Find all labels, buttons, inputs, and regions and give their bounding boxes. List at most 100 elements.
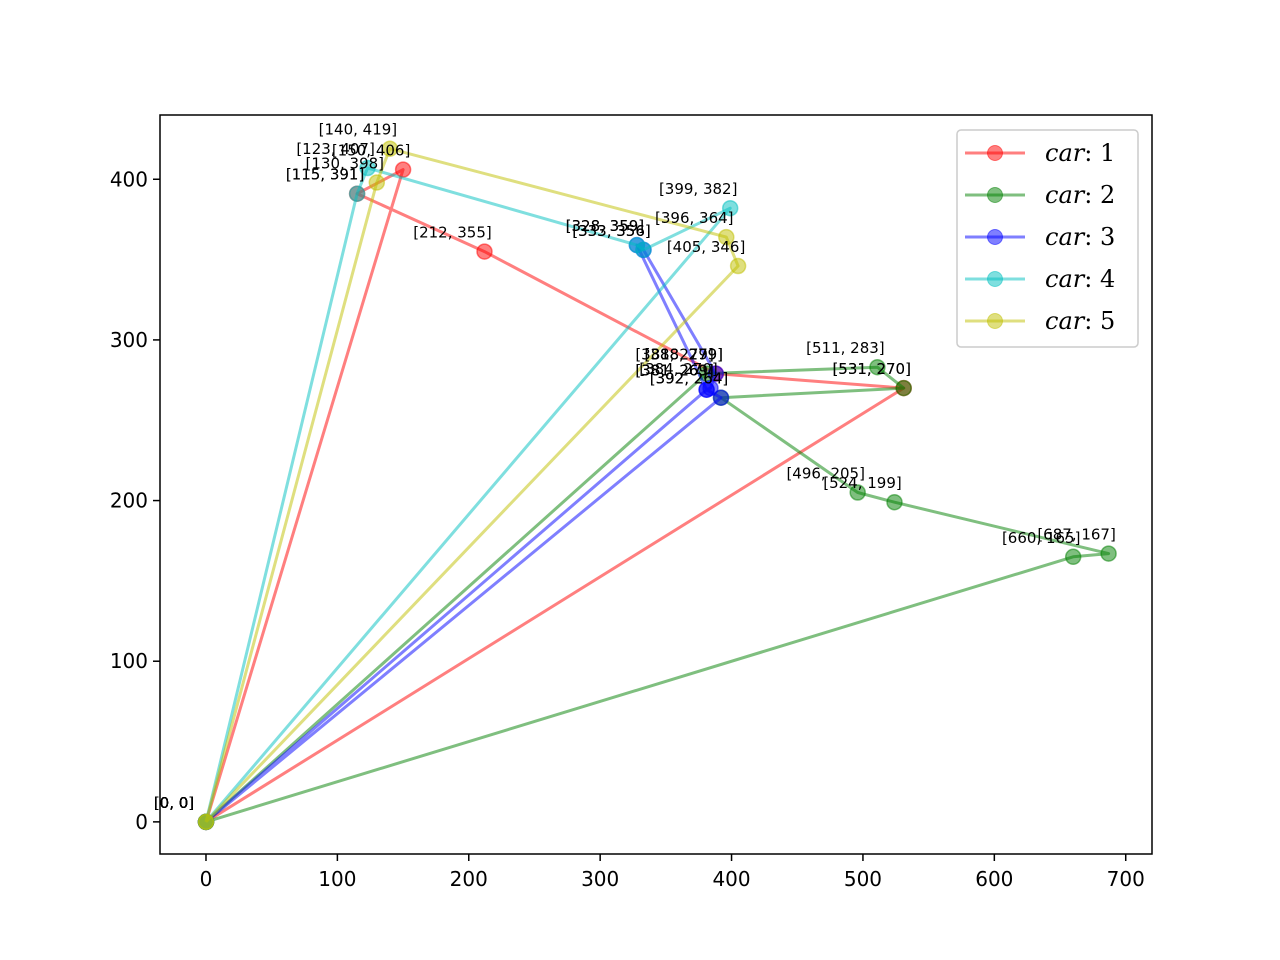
legend-label: car: 1: [1045, 139, 1115, 167]
data-point: [729, 257, 747, 275]
y-tick-label: 100: [110, 649, 148, 673]
x-tick-label: 100: [318, 867, 356, 891]
legend-marker: [987, 145, 1003, 161]
legend-marker: [987, 229, 1003, 245]
data-point: [721, 199, 739, 217]
data-label: [381, 269]: [635, 362, 714, 380]
data-point: [1064, 548, 1082, 566]
data-point: [381, 140, 399, 157]
data-label: [0, 0]: [154, 794, 194, 812]
legend-label: car: 3: [1045, 223, 1115, 251]
legend-marker: [987, 187, 1003, 203]
series-line-2: [204, 365, 1111, 824]
data-label: [392, 264]: [650, 370, 729, 388]
data-label: [531, 270]: [832, 360, 911, 378]
data-label: [392, 264]: [650, 370, 729, 388]
data-label: [687, 167]: [1037, 526, 1116, 544]
data-point: [635, 241, 652, 259]
data-point: [359, 159, 376, 177]
data-label: [0, 0]: [154, 794, 194, 812]
series-4: [197, 159, 739, 831]
data-label: [531, 270]: [832, 360, 911, 378]
data-point: [1100, 545, 1117, 562]
legend-entry-1: car: 1: [965, 139, 1115, 167]
x-tick-label: 200: [450, 867, 488, 891]
y-tick-label: 0: [135, 810, 148, 834]
data-label: [150, 406]: [332, 142, 411, 160]
data-label: [115, 391]: [286, 166, 365, 184]
data-point: [869, 358, 886, 376]
legend-label: car: 4: [1045, 265, 1115, 293]
data-label: [496, 205]: [786, 465, 865, 483]
data-label: [381, 269]: [635, 362, 714, 380]
data-label: [405, 346]: [667, 238, 746, 256]
legend-entry-5: car: 5: [965, 307, 1115, 335]
data-label: [388, 279]: [645, 346, 724, 364]
legend-entry-4: car: 4: [965, 265, 1115, 293]
data-label: [130, 398]: [306, 155, 385, 173]
legend-box: [956, 129, 1139, 348]
data-label: [328, 359]: [566, 217, 645, 235]
data-label: [0, 0]: [154, 794, 194, 812]
data-label: [399, 382]: [659, 180, 738, 198]
series-layer: [197, 140, 1117, 831]
legend: car: 1 car: 2 car: 3 car: 4 car: 5: [956, 129, 1139, 348]
data-point: [707, 365, 725, 382]
x-tick-label: 500: [844, 867, 882, 891]
series-2: [197, 358, 1117, 831]
data-label: [0, 0]: [154, 794, 194, 812]
plot-frame: [159, 114, 1153, 855]
data-label: [384, 270]: [639, 360, 718, 378]
series-line-1: [204, 168, 906, 824]
data-point: [698, 381, 715, 398]
x-tick-label: 400: [712, 867, 750, 891]
series-3: [197, 236, 730, 831]
data-label: [0, 0]: [154, 794, 194, 812]
series-5: [197, 140, 747, 831]
data-point: [197, 813, 215, 831]
y-tick-label: 300: [110, 328, 148, 352]
axes-layer: 0 100 200 300 400 500 600 700 0 100 200 300 400: [110, 167, 1145, 891]
data-point: [849, 484, 866, 501]
data-label: [0, 0]: [154, 794, 194, 812]
data-label: [0, 0]: [154, 794, 194, 812]
data-label: [524, 199]: [823, 474, 902, 492]
data-label: [140, 419]: [319, 121, 398, 139]
data-label: [0, 0]: [154, 794, 194, 812]
data-label: [511, 283]: [806, 339, 885, 357]
legend-label: car: 5: [1045, 307, 1115, 335]
data-label: [388, 279]: [645, 346, 724, 364]
x-tick-label: 300: [581, 867, 619, 891]
legend-entry-3: car: 3: [965, 223, 1115, 251]
data-point: [394, 161, 412, 178]
legend-entry-2: car: 2: [965, 181, 1115, 209]
data-label: [0, 0]: [154, 794, 194, 812]
legend-marker: [987, 271, 1003, 287]
x-tick-label: 0: [200, 867, 213, 891]
data-label: [333, 356]: [572, 222, 651, 240]
data-label: [660, 165]: [1002, 529, 1081, 547]
data-label: [396, 364]: [655, 209, 734, 227]
data-point: [476, 243, 493, 260]
y-tick-label: 400: [110, 167, 148, 191]
data-point: [718, 228, 735, 246]
legend-label: car: 2: [1045, 181, 1115, 209]
data-label: [212, 355]: [413, 224, 492, 242]
data-label: [328, 359]: [566, 217, 645, 235]
x-tick-label: 700: [1107, 867, 1145, 891]
data-label: [123, 407]: [296, 140, 375, 158]
data-label: [381, 279]: [635, 346, 714, 364]
data-point: [886, 493, 903, 511]
y-tick-label: 200: [110, 489, 148, 513]
data-point: [712, 389, 730, 406]
data-point: [348, 185, 366, 202]
data-point: [895, 379, 912, 397]
series-1: [197, 161, 912, 831]
series-line-5: [204, 147, 740, 823]
data-label: [115, 391]: [286, 166, 365, 184]
data-point: [368, 174, 386, 191]
x-tick-label: 600: [975, 867, 1013, 891]
data-labels-layer: [0, 0] [531, 270] [388, 279] [212, 355] [115…: [154, 121, 1116, 812]
data-label: [333, 356]: [572, 222, 651, 240]
